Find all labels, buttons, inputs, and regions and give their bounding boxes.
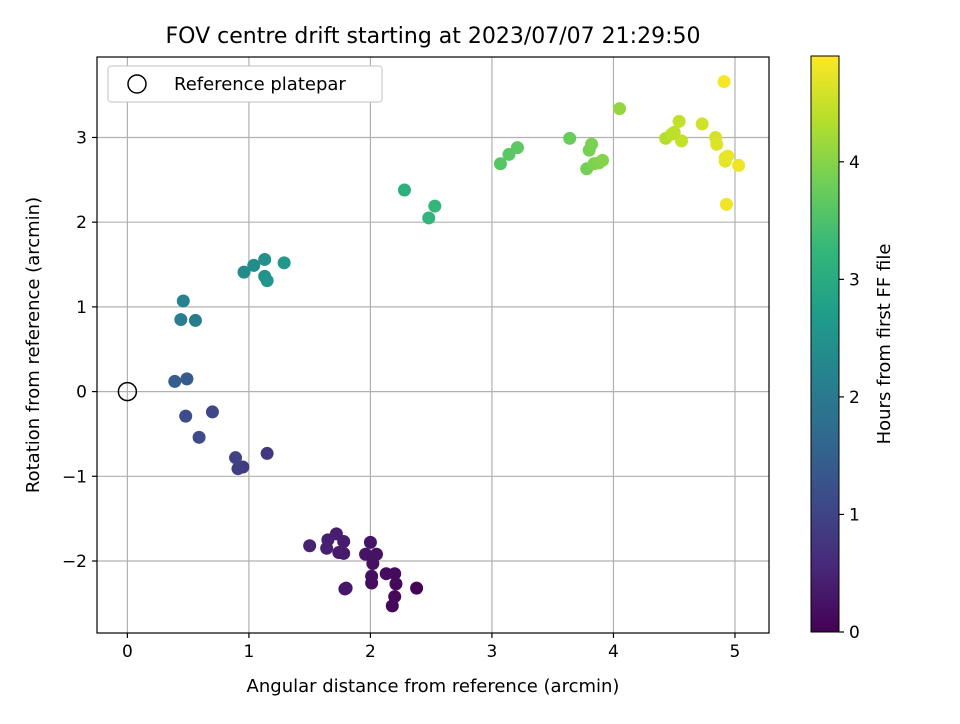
scatter-point [179,409,193,423]
scatter-point [379,567,393,581]
y-tick-label: 1 [76,298,87,318]
plot-frame [96,56,770,634]
colorbar-tick-label: 1 [849,505,860,525]
scatter-point [339,581,353,595]
colorbar-tick-label: 3 [849,270,860,290]
scatter-point [397,183,411,197]
x-tick-label: 5 [730,642,741,662]
x-tick-label: 3 [487,642,498,662]
scatter-point [180,372,194,386]
plot-area: 0 1 2 3 4 5 −2 −1 0 1 2 3 [62,56,770,662]
colorbar-ticks: 0 1 2 3 4 [839,153,860,643]
scatter-point [493,157,507,171]
legend: Reference platepar [107,65,383,103]
scatter-point [613,102,627,116]
legend-box [107,65,383,103]
scatter-point [237,265,251,279]
chart-title: FOV centre drift starting at 2023/07/07 … [166,24,701,49]
scatter-point [410,581,424,595]
scatter-point [672,114,686,128]
scatter-point [231,462,245,476]
colorbar: 0 1 2 3 4 Hours from first FF file [810,55,895,643]
colorbar-tick-label: 4 [849,153,860,173]
scatter-point [717,75,731,89]
scatter-point [422,211,436,225]
scatter-points [168,75,746,613]
scatter-point [260,274,274,288]
scatter-point [258,252,272,266]
scatter-point [168,374,182,388]
scatter-point [229,451,243,465]
y-axis-ticks: −2 −1 0 1 2 3 [62,128,97,572]
legend-label: Reference platepar [174,74,346,95]
x-axis-label: Angular distance from reference (arcmin) [247,676,620,697]
y-axis-label: Rotation from reference (arcmin) [23,197,44,493]
scatter-point [337,546,351,560]
scatter-point [710,137,724,151]
x-tick-label: 4 [608,642,619,662]
scatter-point [695,117,709,131]
scatter-point [260,446,274,460]
scatter-point [359,547,373,561]
scatter-point [369,547,383,561]
scatter-point [174,313,188,327]
x-tick-label: 2 [365,642,376,662]
scatter-point [277,256,291,270]
scatter-point [563,131,577,145]
scatter-point [192,430,206,444]
scatter-point [719,197,733,211]
scatter-point [510,141,524,155]
scatter-point [428,199,442,213]
scatter-point [732,158,746,172]
y-tick-label: −1 [62,467,87,487]
scatter-point [363,535,377,549]
colorbar-label: Hours from first FF file [874,244,895,445]
plot-background [97,57,769,633]
scatter-point [675,134,689,148]
scatter-point [667,125,681,139]
scatter-point [596,153,610,167]
colorbar-gradient [810,55,840,633]
scatter-point [388,590,402,604]
scatter-point [585,137,599,151]
x-tick-label: 1 [243,642,254,662]
scatter-point [721,149,735,163]
scatter-point [320,541,334,555]
x-axis-ticks: 0 1 2 3 4 5 [122,633,740,662]
scatter-point [303,539,317,553]
colorbar-tick-label: 0 [849,623,860,643]
y-tick-label: 2 [76,213,87,233]
scatter-point [176,294,190,308]
scatter-point [247,258,261,272]
colorbar-tick-label: 2 [849,388,860,408]
scatter-point [389,577,403,591]
y-tick-label: 0 [76,383,87,403]
legend-marker-icon [127,74,147,94]
x-tick-label: 0 [122,642,133,662]
y-tick-label: 3 [76,128,87,148]
scatter-point [365,569,379,583]
y-tick-label: −2 [62,552,87,572]
scatter-point [188,313,202,327]
reference-platepar-marker [117,381,138,402]
scatter-point [205,405,219,419]
